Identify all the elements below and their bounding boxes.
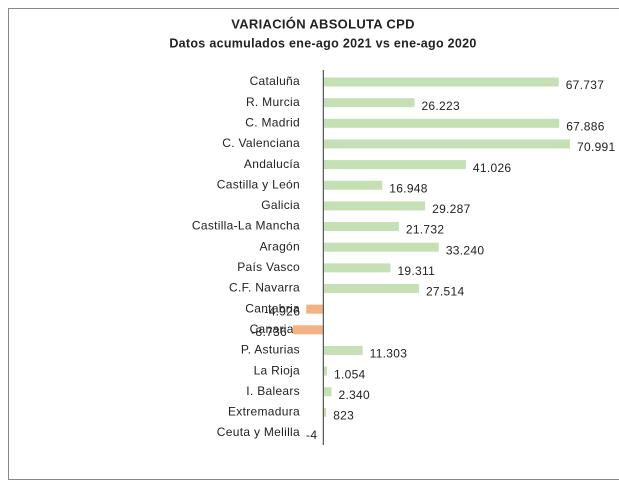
data-label: 27.514	[426, 285, 465, 299]
bar	[323, 263, 391, 273]
bar	[323, 222, 399, 232]
bar	[293, 325, 324, 335]
data-label: 67.886	[566, 119, 605, 133]
y-tick-label: País Vasco	[237, 260, 300, 274]
y-tick-label: Castilla-La Mancha	[192, 219, 300, 233]
bar	[323, 345, 363, 355]
y-tick-label: Andalucía	[244, 157, 300, 171]
data-label: 11.303	[370, 347, 408, 361]
y-tick-label: R. Murcia	[246, 95, 300, 109]
data-label: -4.926	[264, 304, 300, 318]
data-label: 823	[333, 409, 354, 423]
y-tick-label: C. Valenciana	[222, 136, 300, 150]
bar	[323, 242, 439, 252]
data-label: 29.287	[432, 202, 471, 216]
bar	[323, 98, 415, 108]
bar	[323, 118, 560, 128]
data-label: 2.340	[338, 388, 370, 402]
y-tick-label: Cantabria	[245, 301, 300, 315]
data-label: 33.240	[446, 243, 485, 257]
y-tick-label: Canarias	[250, 322, 300, 336]
bar	[323, 366, 328, 376]
data-label: 16.948	[389, 181, 428, 195]
bar	[323, 77, 559, 87]
y-tick-label: Cataluña	[250, 74, 300, 88]
data-label: 70.991	[577, 140, 616, 154]
data-label: -4	[306, 428, 317, 442]
y-tick-label: Aragón	[260, 239, 301, 253]
data-label: 21.732	[406, 223, 445, 237]
bar	[323, 180, 383, 190]
y-tick-label: Extremadura	[228, 405, 300, 419]
bar	[323, 201, 426, 211]
chart-subtitle: Datos acumulados ene-ago 2021 vs ene-ago…	[169, 36, 476, 50]
y-tick-label: I. Balears	[246, 384, 300, 398]
data-label: 67.737	[566, 78, 605, 92]
data-label: 1.054	[334, 367, 366, 381]
y-tick-label: P. Asturias	[241, 343, 300, 357]
y-tick-label: C.F. Navarra	[229, 281, 300, 295]
data-label: -8.736	[251, 325, 287, 339]
bar	[323, 160, 466, 170]
data-label: 19.311	[397, 264, 435, 278]
y-tick-label: La Rioja	[254, 363, 300, 377]
bar	[323, 139, 570, 149]
y-tick-label: Galicia	[261, 198, 300, 212]
chart-title: VARIACIÓN ABSOLUTA CPD	[231, 16, 415, 31]
y-tick-label: C. Madrid	[245, 115, 300, 129]
y-tick-label: Ceuta y Melilla	[217, 425, 300, 439]
y-tick-label: Castilla y León	[217, 177, 300, 191]
chart-border	[8, 8, 619, 480]
bar	[306, 304, 324, 314]
bar	[323, 407, 327, 417]
bar	[323, 284, 419, 293]
data-label: 41.026	[473, 161, 512, 175]
data-label: 26.223	[421, 99, 460, 113]
bar	[323, 387, 332, 397]
